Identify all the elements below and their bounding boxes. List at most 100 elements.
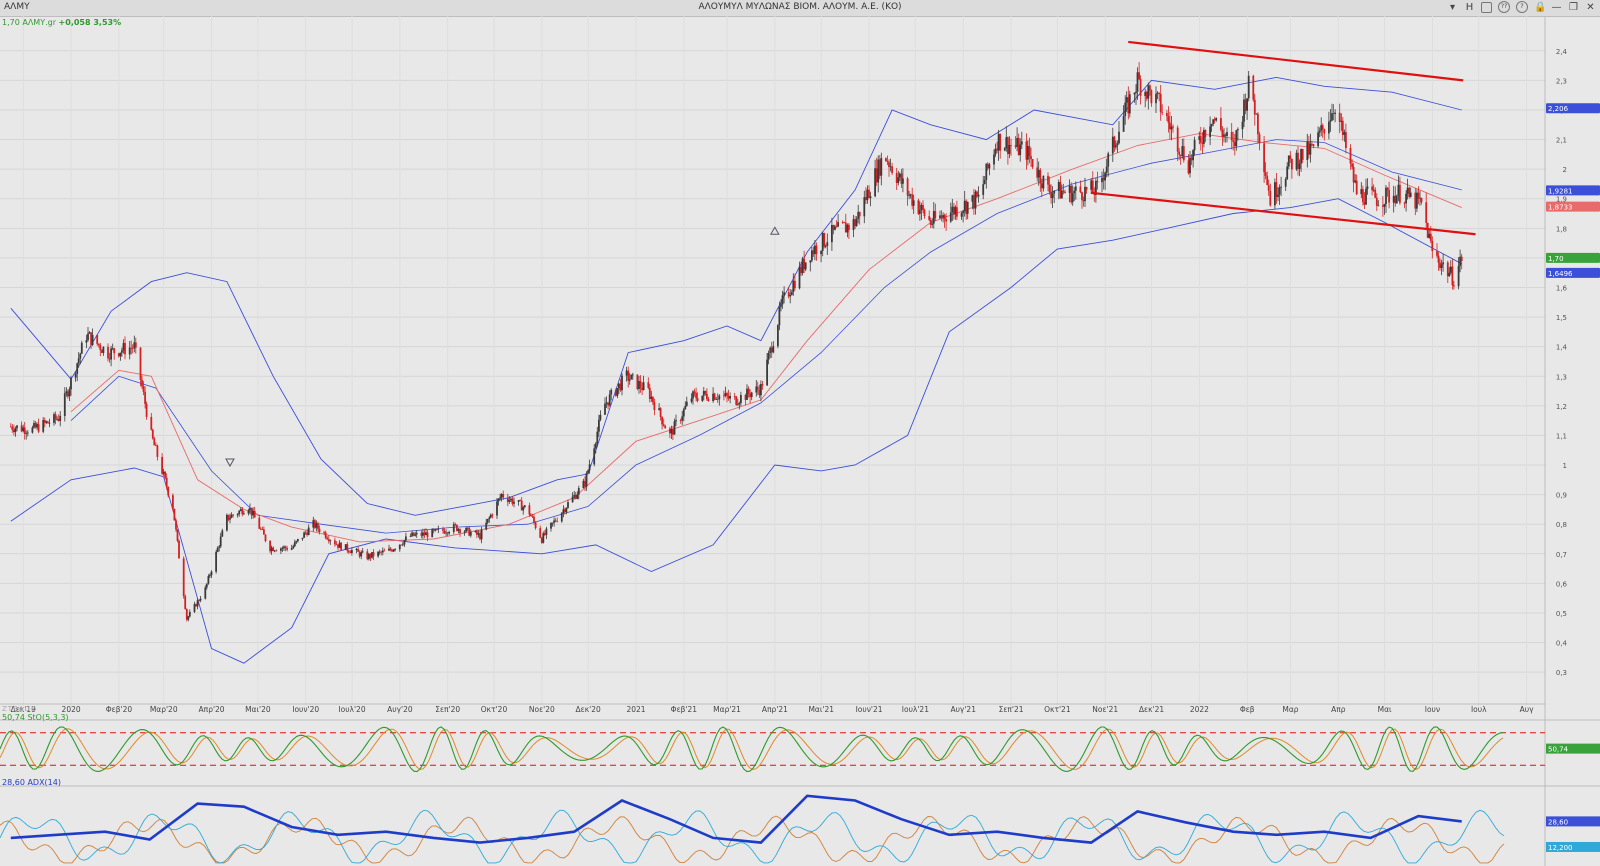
x-tick-label: Δεκ'21 [1139,705,1164,714]
candle-body [1349,147,1352,164]
y-tick-label: 1,6 [1556,284,1568,292]
lock-icon[interactable]: 🔒 [1534,1,1547,13]
x-tick-label: Μαρ [1282,705,1298,714]
candle-body [1275,182,1278,197]
candle-body [885,158,887,161]
candle-body [101,350,103,353]
candle-body [381,550,384,553]
candle-body [355,549,358,550]
candle-body [1263,143,1265,173]
h-icon[interactable]: H [1465,1,1474,13]
candle-body [1372,189,1375,191]
symbol-label[interactable]: ΑΛΜΥ [4,2,30,12]
candle-body [87,333,89,341]
price-label-box [1546,103,1600,114]
candle-body [707,399,710,401]
candle-body [831,225,833,243]
up-triangle-marker[interactable] [769,226,780,235]
candle-body [361,551,364,553]
candle-body [1230,132,1233,141]
candle-body [1243,99,1245,122]
candle-body [79,353,82,359]
candle-body [1308,141,1310,155]
candle-body [315,523,318,528]
candle-body [886,161,889,163]
help-icon[interactable]: ?? [1498,1,1510,13]
candle-body [229,517,231,520]
candle-body [564,509,566,512]
candle-body [888,162,890,167]
candle-body [241,509,244,515]
candle-body [823,233,826,247]
trendline[interactable] [1128,40,1464,82]
candle-body [1429,233,1432,241]
candle-body [131,348,134,349]
trendline[interactable] [1091,191,1476,236]
candle-body [1170,126,1173,130]
chevron-down-icon[interactable]: ▾ [1449,1,1456,13]
candle-body [1070,185,1073,203]
candle-body [468,527,471,536]
candle-body [865,197,867,201]
candle-body [1079,186,1082,193]
candle-body [474,530,477,532]
candle-body [576,494,579,499]
candle-body [934,211,937,219]
box-icon[interactable] [1481,1,1492,13]
candle-body [800,266,802,273]
close-icon[interactable]: ✕ [1586,1,1595,13]
x-tick-label: Δεκ'20 [576,705,601,714]
y-tick-label: 0,4 [1556,640,1568,648]
down-triangle-marker[interactable] [225,458,235,468]
candle-body [641,387,643,390]
candle-body [1403,202,1406,204]
candle-body [857,211,860,219]
help-icon[interactable]: ? [1516,1,1528,13]
candle-body [227,514,230,520]
candle-body [618,383,620,388]
window-controls: ▾ H ?? ? 🔒 — ❐ ✕ [1447,1,1596,13]
candle-body [781,295,784,305]
candle-body [723,395,725,397]
candle-body [951,206,954,213]
x-tick-label: Αυγ'20 [387,705,413,714]
restore-icon[interactable]: ❐ [1569,1,1578,13]
candle-body [187,616,190,620]
candle-body [499,497,501,499]
candle-body [1274,182,1276,206]
candle-body [264,534,267,542]
candle-body [1201,142,1204,144]
candle-body [843,222,846,224]
candle-body [167,487,170,496]
minimize-icon[interactable]: — [1551,1,1562,13]
candle-body [999,133,1002,151]
candle-body [702,391,705,396]
price-labels: 2,206 1,9281 1,8733 1,70 1,6496 [1546,103,1600,278]
stochastic-panel: 50,74 [0,719,1600,773]
y-tick-label: 0,8 [1556,521,1567,529]
candle-body [869,196,872,199]
candle-body [1155,93,1157,104]
candle-body [1291,158,1293,170]
candle-body [110,348,112,360]
candle-body [1193,139,1196,151]
candle-body [1355,180,1358,195]
price-chart[interactable]: 2,42,32,22,121,91,81,71,61,51,41,31,21,1… [0,16,1600,866]
candle-body [119,352,122,357]
candle-body [692,391,694,399]
candle-body [1366,186,1369,189]
candle-body [193,604,196,612]
x-tick-label: Νοε'20 [529,705,555,714]
candle-body [108,358,111,360]
candle-body [210,571,213,576]
candle-body [758,389,761,396]
candle-body [1166,113,1168,117]
candle-body [99,345,102,351]
candle-body [415,532,418,535]
candle-body [517,500,520,502]
price-label-box [1546,185,1600,196]
candle-body [195,604,197,607]
candle-body [821,233,824,251]
candle-body [389,548,392,550]
candle-body [329,540,332,542]
